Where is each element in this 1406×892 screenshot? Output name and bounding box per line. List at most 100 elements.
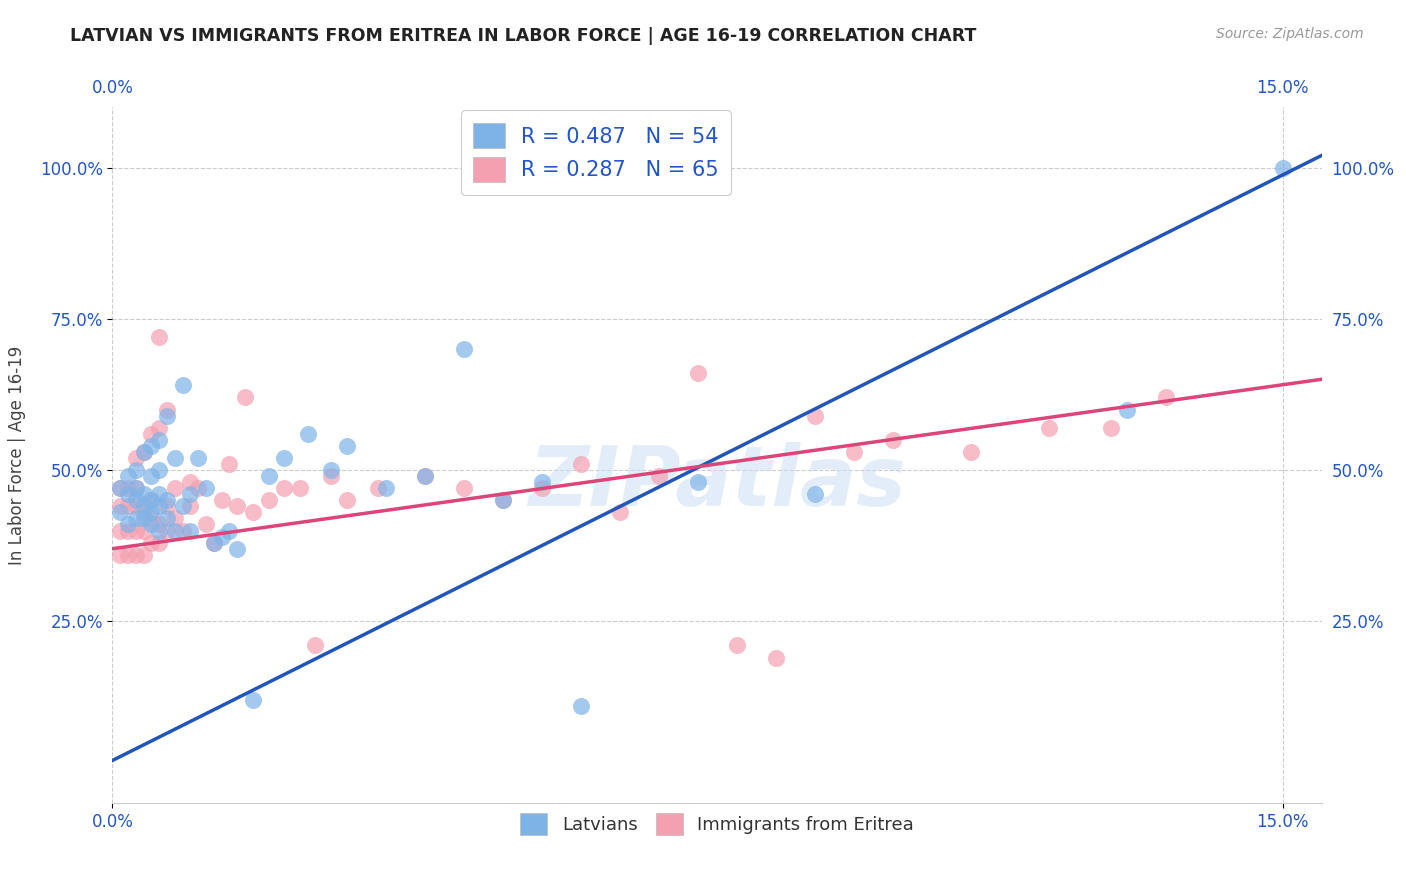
Point (187, 450, 209, 465)
Point (110, 481, 132, 495)
Point (132, 548, 155, 562)
Point (141, 535, 163, 549)
Point (125, 450, 148, 465)
Point (413, 469, 436, 483)
Point (132, 500, 155, 514)
Point (686, 475, 709, 490)
Point (686, 366, 709, 380)
Point (141, 439, 163, 453)
Point (569, 698, 592, 713)
Point (226, 541, 249, 556)
Point (148, 487, 170, 501)
Point (117, 481, 139, 495)
Point (125, 493, 148, 508)
Point (242, 693, 264, 707)
Point (141, 517, 163, 532)
Point (195, 517, 218, 532)
Point (179, 500, 201, 514)
Point (959, 445, 981, 459)
Point (132, 511, 155, 525)
Point (141, 469, 163, 483)
Point (156, 402, 179, 417)
Point (148, 330, 170, 344)
Point (1099, 420, 1122, 434)
Point (148, 500, 170, 514)
Point (117, 500, 139, 514)
Point (125, 500, 148, 514)
Point (125, 548, 148, 562)
Point (156, 500, 179, 514)
Point (273, 481, 295, 495)
Point (156, 409, 179, 423)
Point (530, 481, 553, 495)
Point (148, 463, 170, 477)
Legend: Latvians, Immigrants from Eritrea: Latvians, Immigrants from Eritrea (513, 806, 921, 842)
Point (1154, 391, 1177, 405)
Point (319, 469, 342, 483)
Point (211, 493, 233, 508)
Point (163, 481, 186, 495)
Point (453, 481, 475, 495)
Point (132, 445, 155, 459)
Point (319, 463, 342, 477)
Point (117, 469, 139, 483)
Point (125, 511, 148, 525)
Point (110, 500, 132, 514)
Point (453, 342, 475, 356)
Point (132, 505, 155, 519)
Point (297, 426, 319, 441)
Point (233, 391, 256, 405)
Point (125, 524, 148, 538)
Point (117, 524, 139, 538)
Point (367, 481, 389, 495)
Point (110, 481, 132, 495)
Point (110, 505, 132, 519)
Point (156, 511, 179, 525)
Point (141, 493, 163, 508)
Point (413, 469, 436, 483)
Point (125, 481, 148, 495)
Point (141, 505, 163, 519)
Point (288, 481, 311, 495)
Point (148, 433, 170, 447)
Text: Source: ZipAtlas.com: Source: ZipAtlas.com (1216, 27, 1364, 41)
Point (374, 481, 396, 495)
Point (335, 439, 357, 453)
Point (1038, 420, 1060, 434)
Point (148, 535, 170, 549)
Point (163, 524, 186, 538)
Point (257, 493, 280, 508)
Point (141, 511, 163, 525)
Point (172, 378, 194, 392)
Point (803, 487, 825, 501)
Point (148, 420, 170, 434)
Point (569, 457, 592, 471)
Point (117, 548, 139, 562)
Point (218, 524, 240, 538)
Point (132, 524, 155, 538)
Point (842, 445, 865, 459)
Point (156, 524, 179, 538)
Point (172, 500, 194, 514)
Point (725, 639, 748, 653)
Point (202, 535, 225, 549)
Point (242, 505, 264, 519)
Point (530, 475, 553, 490)
Text: LATVIAN VS IMMIGRANTS FROM ERITREA IN LABOR FORCE | AGE 16-19 CORRELATION CHART: LATVIAN VS IMMIGRANTS FROM ERITREA IN LA… (70, 27, 977, 45)
Point (117, 517, 139, 532)
Point (202, 535, 225, 549)
Point (179, 487, 201, 501)
Point (647, 469, 669, 483)
Point (1115, 402, 1137, 417)
Point (117, 487, 139, 501)
Point (141, 426, 163, 441)
Point (335, 493, 357, 508)
Point (195, 481, 218, 495)
Point (609, 505, 631, 519)
Point (132, 445, 155, 459)
Y-axis label: In Labor Force | Age 16-19: In Labor Force | Age 16-19 (8, 345, 25, 565)
Point (179, 524, 201, 538)
Point (187, 481, 209, 495)
Point (141, 493, 163, 508)
Point (491, 493, 513, 508)
